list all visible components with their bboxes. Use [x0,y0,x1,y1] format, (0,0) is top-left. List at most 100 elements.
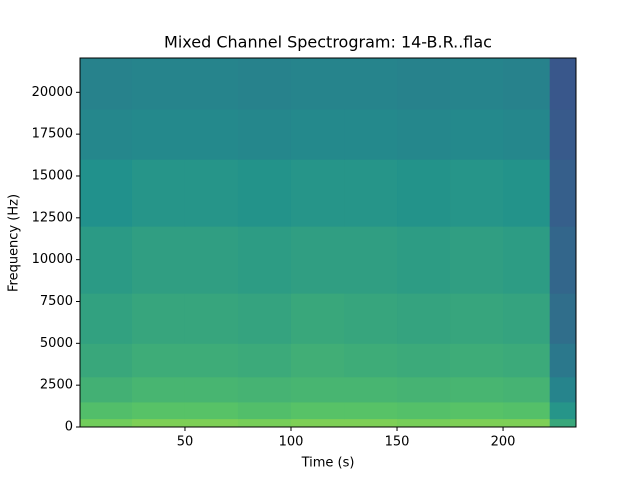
cell [344,226,398,294]
cell [237,343,292,378]
plot-frame [79,57,577,428]
cell [450,343,504,378]
cell [549,401,577,420]
cell [344,159,398,227]
cell [237,293,292,344]
cell [397,159,451,227]
x-tick-label: 150 [385,435,410,450]
y-tick-label: 15000 [32,168,73,183]
cell [450,226,504,294]
cell [237,376,292,403]
cell [290,418,345,428]
x-tick-label: 200 [491,435,516,450]
cell [237,418,292,428]
cell [290,343,345,378]
y-tick-label: 0 [65,420,73,435]
y-tick-label: 2500 [40,378,73,393]
heatmap [80,58,577,428]
cell [290,109,345,160]
cell [450,376,504,403]
cell [131,226,186,294]
cell [80,376,133,403]
cell [503,401,551,420]
cell [290,58,345,110]
cell [344,376,398,403]
cell [397,343,451,378]
cell [397,401,451,420]
cell [237,226,292,294]
cell [549,343,577,378]
cell [131,376,186,403]
cell [503,343,551,378]
cell [503,58,551,110]
y-tick-label: 7500 [40,294,73,309]
cell [344,109,398,160]
cell [397,226,451,294]
y-tick-label: 5000 [40,336,73,351]
cell [397,58,451,110]
cell [344,293,398,344]
cell [344,401,398,420]
cell [184,418,239,428]
cell [503,376,551,403]
cell [80,418,133,428]
cell [80,226,133,294]
y-tick-label: 20000 [32,85,73,100]
cell [549,226,577,294]
cell [549,293,577,344]
cell [237,58,292,110]
cell [80,401,133,420]
cell [184,293,239,344]
cell [237,401,292,420]
cell [450,58,504,110]
cell [80,109,133,160]
cell [344,418,398,428]
cell [80,58,133,110]
cell [549,109,577,160]
y-tick-label: 17500 [32,127,73,142]
cell [290,293,345,344]
cell [549,418,577,428]
cell [397,293,451,344]
cell [344,58,398,110]
x-tick-label: 50 [177,435,194,450]
cell [450,293,504,344]
y-tick-label: 10000 [32,252,73,267]
cell [397,418,451,428]
cell [503,159,551,227]
x-axis-label: Time (s) [301,456,355,471]
x-tick-label: 100 [279,435,304,450]
cell [344,343,398,378]
cell [397,109,451,160]
cell [397,376,451,403]
cell [80,343,133,378]
cell [80,159,133,227]
cell [184,109,239,160]
cell [131,293,186,344]
cell [184,401,239,420]
cell [131,58,186,110]
cell [290,401,345,420]
cell [131,418,186,428]
cell [290,376,345,403]
cell [549,376,577,403]
cell [184,226,239,294]
cell [549,159,577,227]
cell [184,376,239,403]
cell [131,401,186,420]
cell [184,159,239,227]
cell [131,109,186,160]
y-tick-label: 12500 [32,210,73,225]
cell [450,401,504,420]
chart-title: Mixed Channel Spectrogram: 14-B.R..flac [164,33,492,52]
cell [290,159,345,227]
cell [503,418,551,428]
cell [184,343,239,378]
cell [450,159,504,227]
cell [237,159,292,227]
cell [131,343,186,378]
cell [503,109,551,160]
cell [80,293,133,344]
cell [503,293,551,344]
